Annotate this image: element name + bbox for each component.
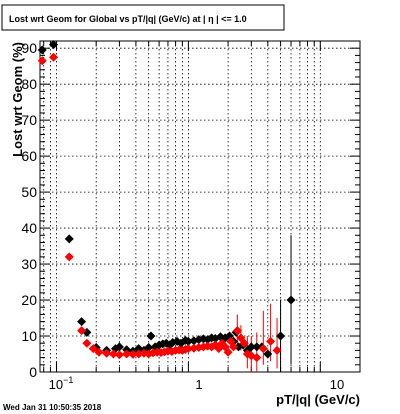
y-tick-label: 0 — [29, 364, 37, 380]
data-point — [102, 348, 112, 358]
y-tick-label: 80 — [21, 76, 37, 92]
data-point — [144, 343, 154, 353]
data-point — [246, 342, 256, 352]
y-tick-label: 60 — [21, 148, 37, 164]
data-point — [232, 326, 242, 336]
data-point — [122, 349, 132, 359]
y-axis-label: Lost wrt Geom (%) — [10, 42, 25, 157]
data-point — [49, 52, 59, 62]
x-tick-label-10: 10 — [330, 377, 344, 392]
data-point — [94, 347, 104, 357]
data-point — [128, 349, 138, 359]
y-tick-labels: 0 10 20 30 40 50 60 70 80 90 — [21, 40, 37, 380]
chart-title: Lost wrt Geom for Global vs pT/|q| (GeV/… — [9, 14, 247, 24]
timestamp: Wed Jan 31 10:50:35 2018 — [3, 403, 102, 412]
data-point — [276, 331, 286, 341]
data-point — [77, 326, 87, 336]
data-point — [286, 295, 296, 305]
data-point — [77, 317, 87, 327]
data-point — [146, 331, 156, 341]
title-box — [1, 4, 285, 31]
data-point — [183, 344, 193, 354]
data-point — [252, 342, 262, 352]
data-point — [272, 345, 282, 355]
data-point — [183, 336, 193, 346]
data-point — [88, 344, 98, 354]
data-point — [263, 349, 273, 359]
data-point — [252, 353, 262, 363]
y-tick-label: 20 — [21, 292, 37, 308]
y-tick-label: 40 — [21, 220, 37, 236]
data-point — [49, 40, 59, 50]
data-point — [82, 338, 92, 348]
x-axis-label: pT/|q| (GeV/c) — [276, 392, 360, 407]
data-point — [223, 347, 233, 357]
data-point — [37, 45, 47, 55]
y-tick-label: 50 — [21, 184, 37, 200]
data-point — [258, 344, 268, 354]
y-tick-label: 90 — [21, 40, 37, 56]
data-point — [114, 350, 124, 360]
data-point — [229, 342, 239, 352]
data-point — [108, 349, 118, 359]
y-tick-label: 10 — [21, 328, 37, 344]
data-point — [64, 234, 74, 244]
y-tick-label: 30 — [21, 256, 37, 272]
data-points — [37, 40, 296, 363]
data-point — [64, 252, 74, 262]
data-point — [114, 342, 124, 352]
y-tick-label: 70 — [21, 112, 37, 128]
x-tick-label-0p1: 10−1 — [49, 375, 74, 392]
data-point — [37, 56, 47, 66]
data-point — [266, 336, 276, 346]
plot-frame — [39, 40, 361, 373]
x-tick-label-1: 1 — [195, 377, 202, 392]
data-point — [239, 338, 249, 348]
